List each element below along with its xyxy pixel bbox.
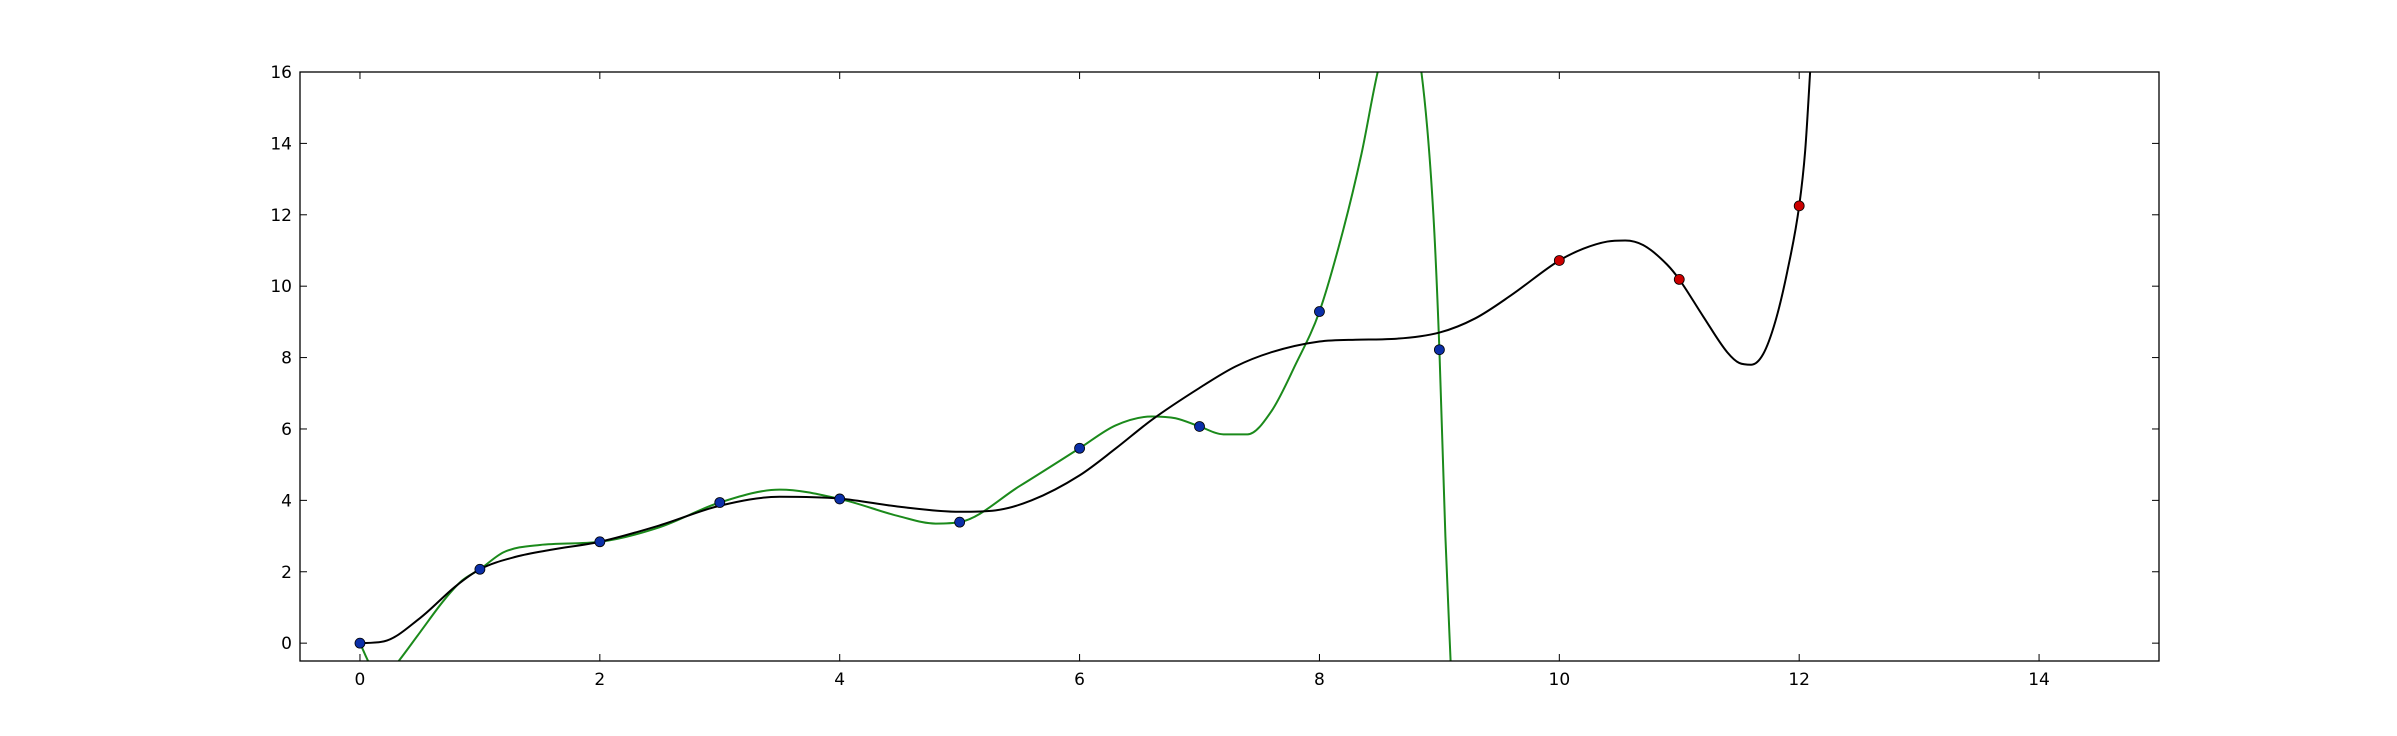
y-tick-label: 12: [270, 206, 292, 226]
plot-area: [354, 72, 1812, 661]
blue-data-point: [714, 497, 726, 508]
blue-data-point: [354, 637, 366, 649]
blue-data-point: [1194, 421, 1205, 432]
y-tick-label: 8: [281, 349, 292, 369]
axes-frame: [299, 71, 2160, 662]
red-data-point: [1793, 200, 1805, 212]
x-tick-label: 10: [1549, 670, 1571, 690]
y-tick-label: 0: [281, 634, 292, 654]
x-tick-label: 0: [355, 670, 366, 690]
x-tick-label: 6: [1074, 670, 1085, 690]
red-data-point: [1673, 273, 1685, 285]
blue-data-point: [474, 563, 486, 575]
x-tick-label: 8: [1314, 670, 1325, 690]
blue-data-point: [1074, 442, 1085, 454]
x-tick-label: 12: [1788, 670, 1810, 690]
axes: 0 2 4 6 8 10 12 14 0 2 4 6 8 10 12 14 16: [270, 63, 2160, 690]
black-curve: [359, 72, 1812, 645]
red-data-point: [1553, 255, 1565, 266]
y-tick-label: 16: [270, 63, 292, 83]
y-tick-label: 4: [281, 491, 292, 511]
x-tick-label: 14: [2028, 670, 2050, 690]
blue-data-point: [834, 493, 846, 505]
blue-data-point: [1314, 306, 1325, 317]
blue-data-point: [954, 516, 966, 528]
y-tick-label: 10: [270, 277, 292, 297]
blue-data-point: [594, 536, 606, 548]
x-tick-label: 2: [594, 670, 605, 690]
blue-data-point: [1433, 344, 1445, 356]
y-tick-label: 14: [270, 134, 292, 154]
y-tick-label: 2: [281, 563, 292, 583]
x-tick-label: 4: [834, 670, 845, 690]
y-tick-label: 6: [281, 420, 292, 440]
